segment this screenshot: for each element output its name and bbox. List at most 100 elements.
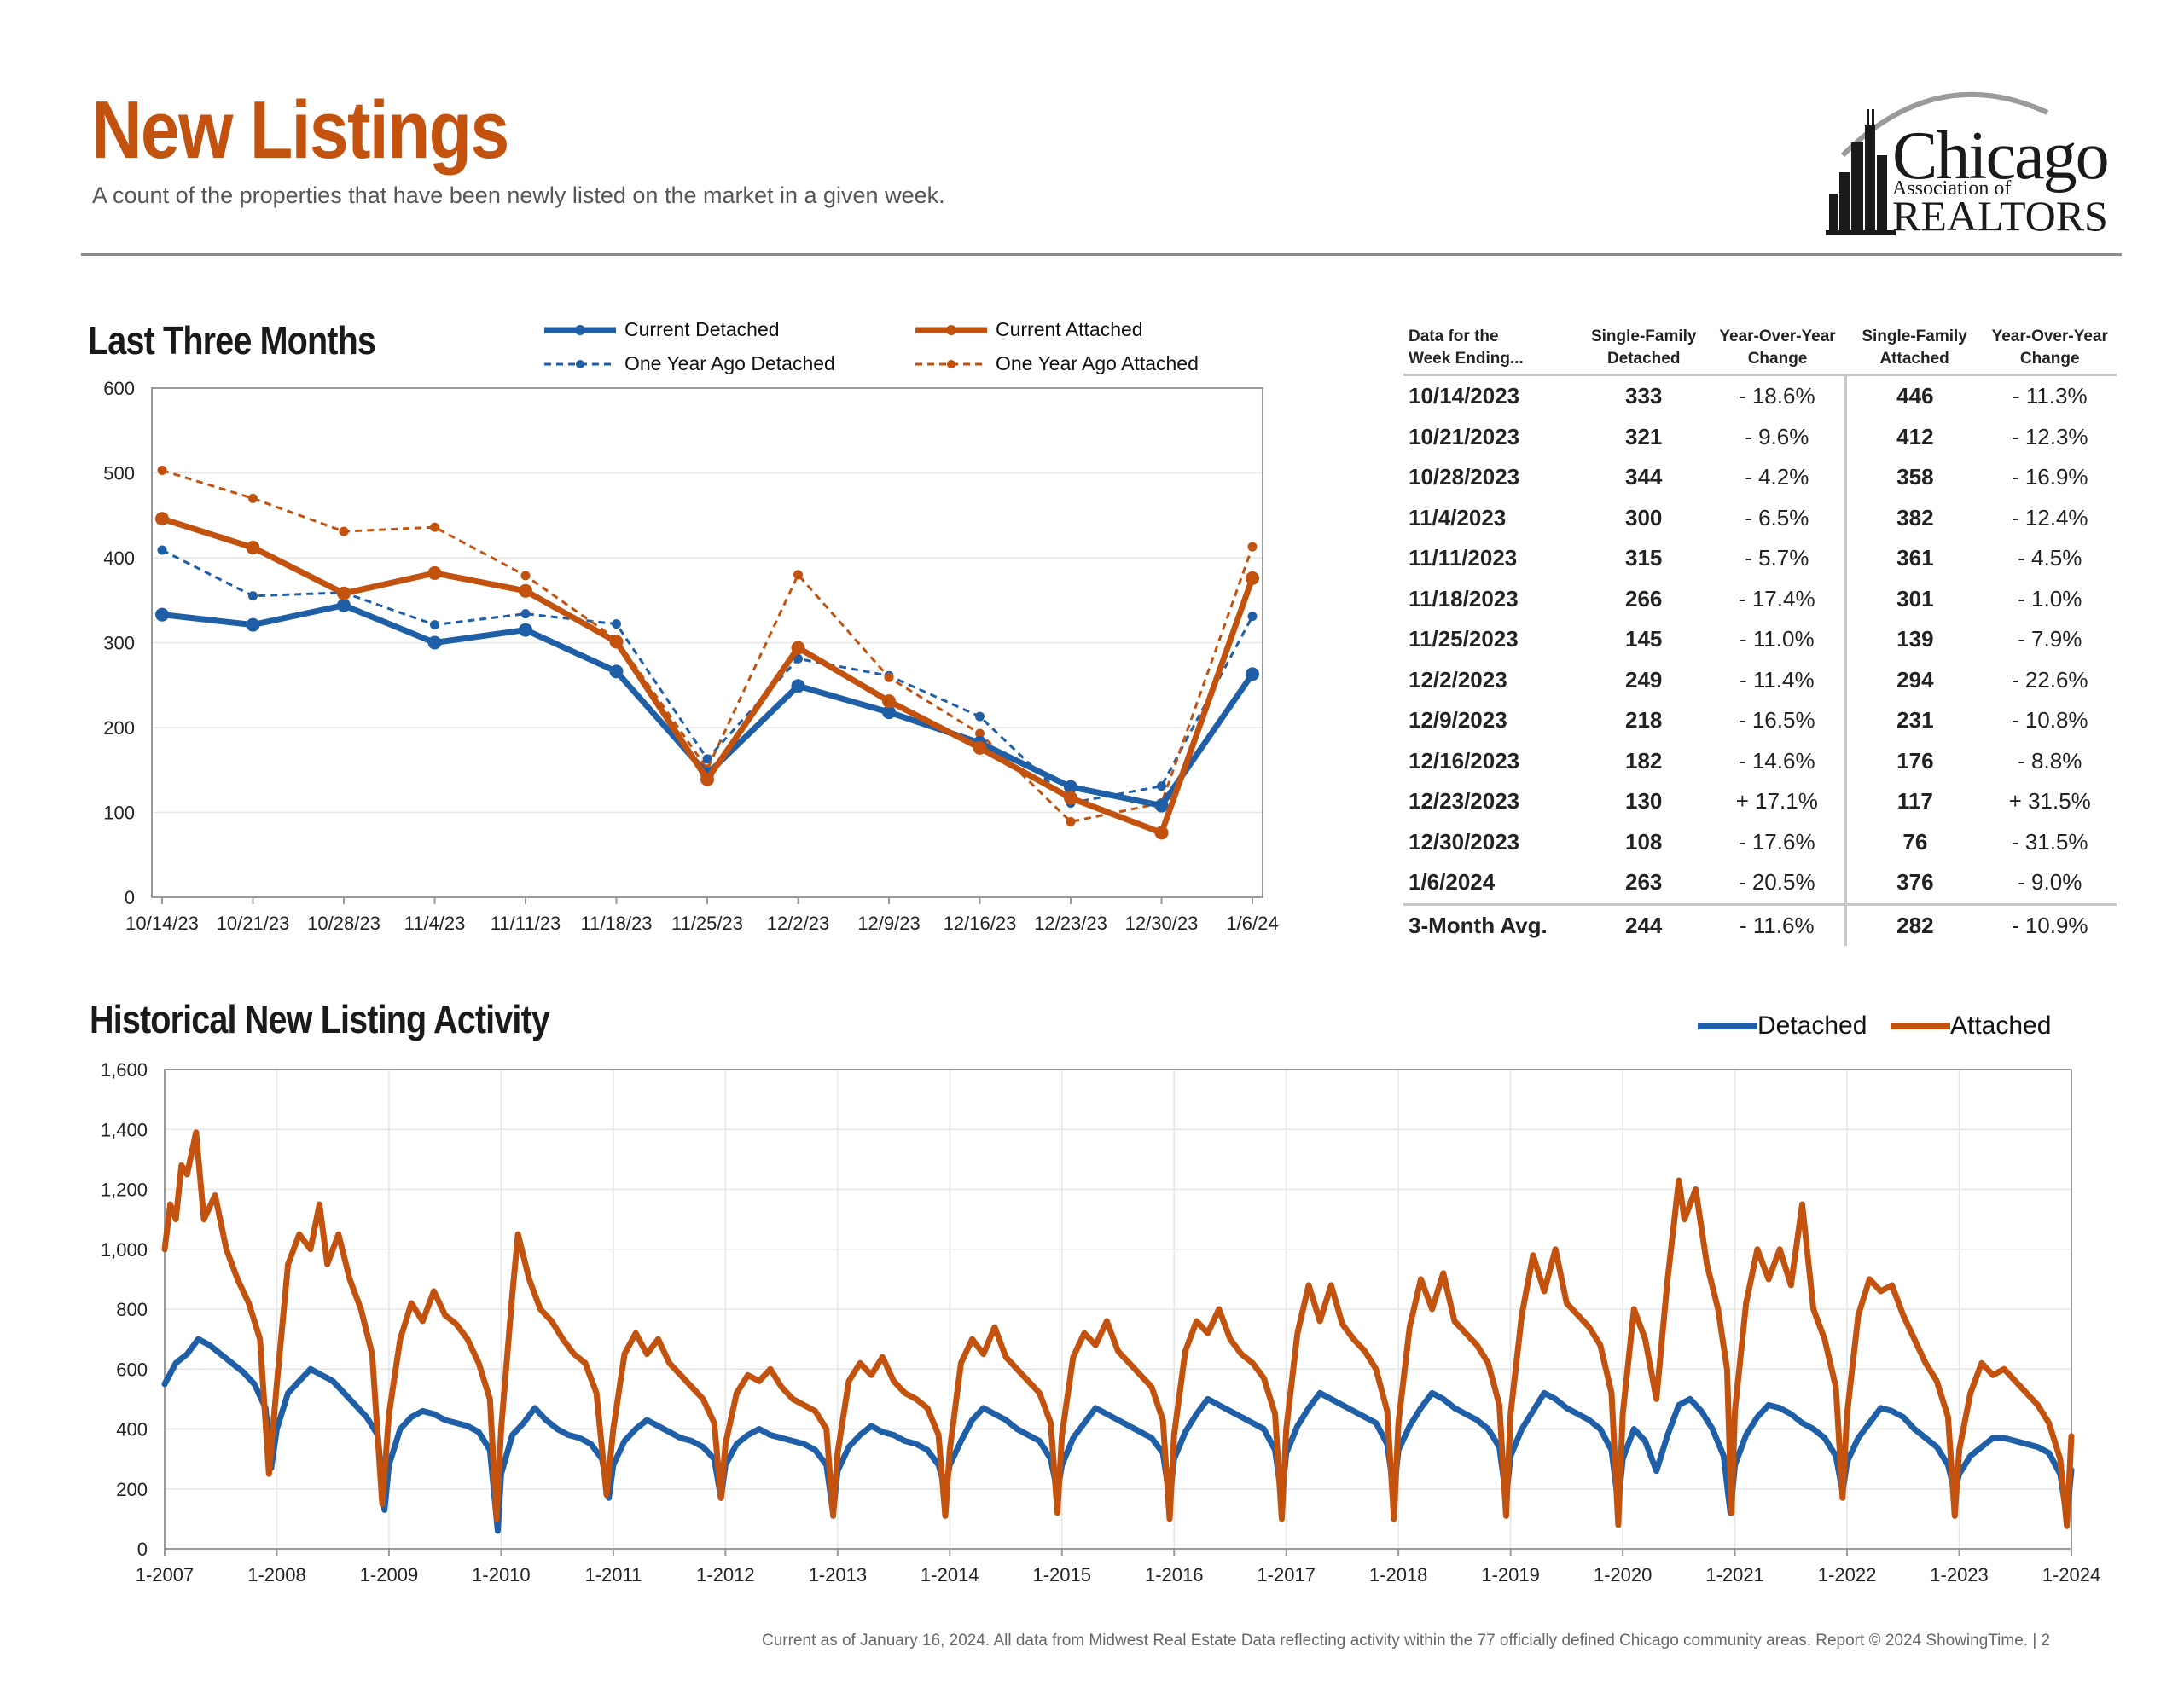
table-row: 12/9/2023 218 - 16.5% 231 - 10.8% bbox=[1403, 700, 2117, 741]
legend-solid-orange-swatch bbox=[915, 324, 987, 335]
x-tick-label: 11/25/23 bbox=[671, 913, 743, 934]
data-point bbox=[1154, 826, 1169, 840]
legend-label: One Year Ago Detached bbox=[624, 352, 835, 374]
cell-detached-change: - 11.4% bbox=[1739, 666, 1815, 693]
cell-attached-change: - 22.6% bbox=[2011, 666, 2088, 693]
x-tick-label: 1-2023 bbox=[1930, 1564, 1989, 1586]
table-row: 11/18/2023 266 - 17.4% 301 - 1.0% bbox=[1403, 578, 2117, 619]
data-point bbox=[700, 772, 714, 786]
data-point bbox=[519, 583, 532, 598]
cell-attached-change: - 1.0% bbox=[2018, 585, 2082, 612]
y-tick-label: 1,600 bbox=[101, 1059, 148, 1081]
cell-attached: 117 bbox=[1844, 781, 1984, 822]
cell-attached-change: - 31.5% bbox=[2011, 828, 2088, 855]
y-tick-label: 800 bbox=[116, 1299, 148, 1320]
three-months-chart: 0 100 200 300 400 500 600 10/14/23 10/21/23 10/28… bbox=[103, 378, 1278, 934]
data-point bbox=[612, 619, 621, 629]
x-tick-label: 12/9/23 bbox=[857, 913, 920, 934]
y-tick-label: 600 bbox=[116, 1359, 148, 1380]
weekly-data-table: Data for the Week Ending... Single-Family… bbox=[1403, 321, 2117, 946]
cell-week: 10/21/2023 bbox=[1409, 423, 1520, 449]
data-point bbox=[791, 641, 805, 655]
y-tick-label: 300 bbox=[103, 633, 135, 654]
x-tick-label: 1-2011 bbox=[584, 1564, 642, 1586]
table-row: 1/6/2024 263 - 20.5% 376 - 9.0% bbox=[1403, 862, 2117, 904]
data-point bbox=[793, 653, 803, 664]
legend-dashed-blue-swatch bbox=[544, 359, 616, 368]
x-tick-label: 1-2009 bbox=[360, 1564, 419, 1586]
y-tick-label: 1,000 bbox=[101, 1239, 148, 1261]
table-header-attached-change: Year-Over-Year Change bbox=[1983, 321, 2117, 376]
page-subtitle: A count of the properties that have been… bbox=[92, 183, 945, 208]
x-tick-label: 1-2024 bbox=[2042, 1564, 2101, 1586]
x-tick-label: 1-2021 bbox=[1705, 1564, 1764, 1586]
cell-detached-change: + 17.1% bbox=[1735, 788, 1818, 815]
data-point bbox=[975, 728, 985, 739]
cell-detached: 218 bbox=[1625, 707, 1663, 733]
table-row: 11/11/2023 315 - 5.7% 361 - 4.5% bbox=[1403, 538, 2117, 579]
table-row: 11/4/2023 300 - 6.5% 382 - 12.4% bbox=[1403, 497, 2117, 538]
data-point bbox=[248, 591, 258, 601]
legend-label: Current Detached bbox=[624, 318, 780, 340]
table-header-detached: Single-Family Detached bbox=[1578, 321, 1710, 376]
x-tick-label: 12/16/23 bbox=[944, 913, 1017, 934]
y-tick-label: 200 bbox=[116, 1479, 148, 1500]
data-point bbox=[157, 466, 167, 476]
x-tick-label: 1-2013 bbox=[809, 1564, 868, 1586]
data-point bbox=[973, 740, 987, 755]
table-header-detached-change: Year-Over-Year Change bbox=[1709, 321, 1846, 376]
cell-week: 1/6/2024 bbox=[1409, 869, 1496, 896]
x-tick-label: 10/28/23 bbox=[307, 913, 380, 934]
legend-attached: Attached bbox=[1891, 1012, 2051, 1041]
y-tick-label: 500 bbox=[103, 463, 135, 484]
series-line-detached bbox=[161, 1336, 2075, 1534]
legend-label: Current Attached bbox=[996, 318, 1143, 340]
x-tick-label: 1-2010 bbox=[472, 1564, 531, 1586]
x-tick-label: 1-2016 bbox=[1145, 1564, 1204, 1586]
x-tick-label: 1-2018 bbox=[1369, 1564, 1428, 1586]
cell-week: 10/28/2023 bbox=[1409, 464, 1520, 490]
x-tick-label: 12/23/23 bbox=[1034, 913, 1107, 934]
data-point bbox=[975, 711, 985, 722]
cell-week: 11/11/2023 bbox=[1409, 545, 1518, 571]
data-point bbox=[1246, 571, 1259, 585]
y-tick-label: 0 bbox=[125, 887, 135, 908]
cell-attached: 282 bbox=[1844, 902, 1984, 946]
cell-detached-change: - 11.0% bbox=[1739, 626, 1815, 652]
x-tick-label: 10/21/23 bbox=[217, 913, 290, 934]
cell-detached-change: - 4.2% bbox=[1745, 464, 1809, 490]
cell-detached: 344 bbox=[1625, 464, 1663, 490]
cell-week: 12/16/2023 bbox=[1409, 747, 1520, 774]
data-point bbox=[427, 565, 442, 580]
data-point bbox=[157, 545, 167, 555]
cell-week: 12/30/2023 bbox=[1409, 828, 1520, 855]
x-tick-label: 1-2019 bbox=[1481, 1564, 1540, 1586]
legend-blue-swatch bbox=[1698, 1023, 1757, 1029]
table-avg-row: 3-Month Avg. 244- 11.6% 282- 10.9% bbox=[1403, 902, 2117, 946]
page-title: New Listings bbox=[91, 84, 509, 176]
data-point bbox=[793, 570, 803, 580]
x-tick-label: 11/18/23 bbox=[580, 913, 652, 934]
cell-attached: 176 bbox=[1844, 740, 1984, 781]
x-tick-label: 12/30/23 bbox=[1125, 913, 1199, 934]
table-row: 10/21/2023 321 - 9.6% 412 - 12.3% bbox=[1403, 416, 2117, 457]
cell-detached-change: - 18.6% bbox=[1738, 383, 1815, 409]
table-header-attached: Single-Family Attached bbox=[1845, 321, 1984, 376]
cell-attached-change: - 10.9% bbox=[1983, 902, 2117, 946]
historical-chart: 0 200 400 600 800 1,000 1,200 1,400 1,600 1-2007 1… bbox=[101, 1059, 2101, 1586]
data-point bbox=[248, 493, 258, 503]
y-tick-label: 200 bbox=[103, 717, 135, 739]
data-point bbox=[337, 586, 351, 600]
cell-detached: 182 bbox=[1625, 747, 1663, 774]
table-row: 12/2/2023 249 - 11.4% 294 - 22.6% bbox=[1403, 659, 2117, 700]
series-line-attached bbox=[161, 1129, 2075, 1529]
historical-title: Historical New Listing Activity bbox=[90, 997, 550, 1041]
cell-attached-change: - 12.3% bbox=[2011, 423, 2088, 449]
cell-attached: 76 bbox=[1844, 821, 1984, 862]
plot-border bbox=[164, 1069, 2072, 1550]
cell-detached: 321 bbox=[1625, 423, 1663, 449]
data-point bbox=[427, 635, 442, 650]
cell-week: 12/23/2023 bbox=[1409, 788, 1520, 815]
data-point bbox=[884, 672, 894, 682]
cell-attached-change: - 9.0% bbox=[2018, 869, 2082, 896]
